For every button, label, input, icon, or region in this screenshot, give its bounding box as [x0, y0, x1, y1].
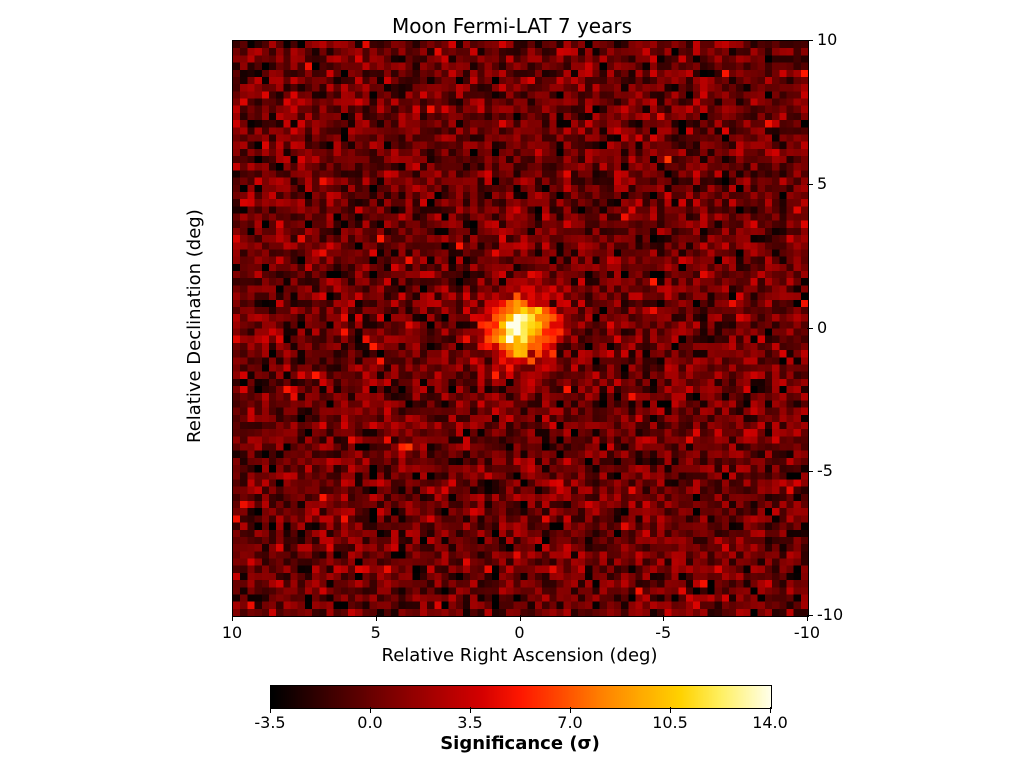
tick-label: 0 — [490, 623, 550, 642]
tick-label: -10 — [817, 605, 877, 624]
colorbar-tick-label: 3.5 — [445, 713, 495, 732]
colorbar-canvas — [271, 686, 771, 708]
tick-label: 5 — [817, 174, 877, 193]
tick-label: 10 — [202, 623, 262, 642]
heatmap-plot — [232, 40, 809, 617]
tick-label: -5 — [817, 461, 877, 480]
colorbar-tick-label: 0.0 — [345, 713, 395, 732]
colorbar-tick-label: 10.5 — [645, 713, 695, 732]
x-axis-label: Relative Right Ascension (deg) — [232, 645, 807, 666]
colorbar-tick-label: 7.0 — [545, 713, 595, 732]
tick-label: -5 — [633, 623, 693, 642]
heatmap-canvas — [233, 41, 808, 616]
tick-label: 10 — [817, 30, 877, 49]
tick-label: -10 — [777, 623, 837, 642]
colorbar-tick-label: -3.5 — [245, 713, 295, 732]
colorbar-label: Significance (σ) — [270, 733, 770, 754]
tick-label: 0 — [817, 318, 877, 337]
tick-label: 5 — [346, 623, 406, 642]
y-axis-label: Relative Declination (deg) — [184, 209, 205, 443]
figure: Moon Fermi-LAT 7 years Relative Declinat… — [0, 0, 1024, 768]
colorbar — [270, 685, 772, 709]
colorbar-tick-label: 14.0 — [745, 713, 795, 732]
